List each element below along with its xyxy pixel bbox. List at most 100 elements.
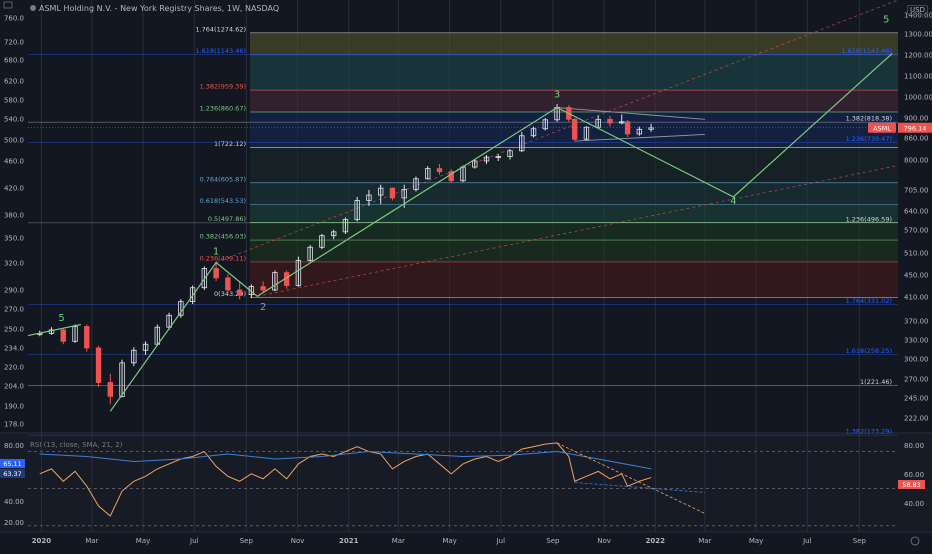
left-axis-tick: 290.0 xyxy=(4,287,24,295)
fib-extension-label: 1.382(173.29) xyxy=(846,428,892,436)
x-axis-label: Jul xyxy=(802,537,812,545)
x-axis-label: Jul xyxy=(496,537,506,545)
candle xyxy=(60,329,66,342)
candle xyxy=(119,362,125,397)
rsi-left-tick: 20.00 xyxy=(4,519,24,527)
triangle-upper-line xyxy=(557,107,705,120)
x-axis-label: Mar xyxy=(698,537,711,545)
fib-level-label: 0(343.29) xyxy=(214,290,246,298)
candle xyxy=(472,160,478,168)
candle xyxy=(319,235,325,248)
fib-band xyxy=(250,240,898,262)
wave-label: 5 xyxy=(58,313,64,324)
fib-extension-label: 1.618(1143.46) xyxy=(841,47,892,55)
price-badge-symbol-bg xyxy=(868,122,896,133)
wave-label: 4 xyxy=(730,196,736,207)
rsi-pane-background xyxy=(0,433,932,532)
candle xyxy=(354,200,360,220)
candle xyxy=(248,286,255,295)
left-axis-tick: 204.0 xyxy=(4,383,24,391)
candle xyxy=(225,277,231,291)
rsi-badges: 65.11 63.37 58.83 xyxy=(0,459,925,489)
x-axis-label: Nov xyxy=(291,537,305,545)
left-axis-tick: 420.0 xyxy=(4,185,24,193)
candle xyxy=(236,289,243,295)
fib-level-label: 1.764(1274.62) xyxy=(195,25,246,33)
candle xyxy=(495,156,501,158)
candle xyxy=(378,187,384,196)
rsi-badge-bg xyxy=(0,469,25,478)
fib-extension-label: 1(221.46) xyxy=(860,378,892,386)
candle xyxy=(107,382,113,397)
candle xyxy=(436,168,443,173)
candle xyxy=(213,268,219,279)
fib-level-label: 1.236(860.67) xyxy=(200,104,246,112)
candle xyxy=(295,260,302,286)
candle xyxy=(636,128,643,135)
right-axis-tick: 1400.00 xyxy=(904,12,932,20)
right-axis-tick: 245.00 xyxy=(904,395,929,403)
right-axis-tick: 330.00 xyxy=(904,337,929,345)
candle xyxy=(607,118,613,124)
rsi-legend: RSI (13, close, SMA, 21, 2) xyxy=(30,441,123,449)
candle xyxy=(530,128,537,137)
candle xyxy=(142,343,149,351)
candle xyxy=(330,231,337,237)
fib-band xyxy=(250,90,898,112)
candle xyxy=(272,272,278,291)
channel-upper-line xyxy=(215,0,899,263)
left-axis-tick: 178.0 xyxy=(4,421,24,429)
candle xyxy=(366,194,372,201)
left-axis-tick: 380.0 xyxy=(4,212,24,220)
fib-level-label: 0.236(409.11) xyxy=(200,254,246,262)
candle xyxy=(583,126,590,140)
left-axis-tick: 720.0 xyxy=(4,39,24,47)
candle xyxy=(260,286,266,291)
candle xyxy=(571,118,578,140)
fib-level-label: 0.618(543.53) xyxy=(200,197,246,205)
x-axis-label: 2021 xyxy=(339,537,359,545)
rsi-support-line xyxy=(574,482,705,493)
x-axis-label: 2020 xyxy=(32,537,52,545)
x-axis-label: Jul xyxy=(189,537,199,545)
right-axis-tick: 222.00 xyxy=(904,415,929,423)
currency-badge[interactable]: USD xyxy=(907,5,928,15)
candle xyxy=(189,287,196,303)
chart-title: ASML Holding N.V. - New York Registry Sh… xyxy=(30,4,279,13)
left-axis-tick: 190.0 xyxy=(4,403,24,411)
fib-extension-label: 1.236(496.59) xyxy=(846,215,892,223)
rsi-right-tick: 40.00 xyxy=(904,500,924,508)
right-axis-tick: 300.00 xyxy=(904,356,929,364)
fib-band xyxy=(250,54,898,91)
candle xyxy=(307,246,313,261)
price-badge-symbol: ASML xyxy=(873,125,891,133)
right-axis-tick: 900.00 xyxy=(904,115,929,123)
rsi-badge-bg xyxy=(0,459,25,468)
left-axis-tick: 350.0 xyxy=(4,235,24,243)
fib-extension-label: 1.618(258.25) xyxy=(846,347,892,355)
left-axis-tick: 234.0 xyxy=(4,345,24,353)
rsi-right-tick: 80.00 xyxy=(904,442,924,450)
candle xyxy=(401,189,407,199)
right-axis-tick: 640.00 xyxy=(904,208,929,216)
x-axis-label: Sep xyxy=(853,537,867,545)
wave-label: 2 xyxy=(260,302,266,313)
fib-level-label: 1.382(959.39) xyxy=(200,83,246,91)
candle xyxy=(413,178,419,190)
status-dot-icon xyxy=(30,5,36,11)
candle xyxy=(72,326,78,342)
candle xyxy=(619,121,625,124)
right-axis-tick: 370.00 xyxy=(904,318,929,326)
right-axis-tick: 510.00 xyxy=(904,250,929,258)
candle xyxy=(648,127,654,130)
candle xyxy=(389,187,396,199)
left-axis-tick: 540.0 xyxy=(4,116,24,124)
right-axis-tick: 705.00 xyxy=(904,187,929,195)
candle xyxy=(342,219,349,233)
rsi-badge-bg xyxy=(898,480,925,489)
left-axis-tick: 320.0 xyxy=(4,260,24,268)
x-axis-label: 2022 xyxy=(646,537,666,545)
fib-band xyxy=(250,261,898,298)
